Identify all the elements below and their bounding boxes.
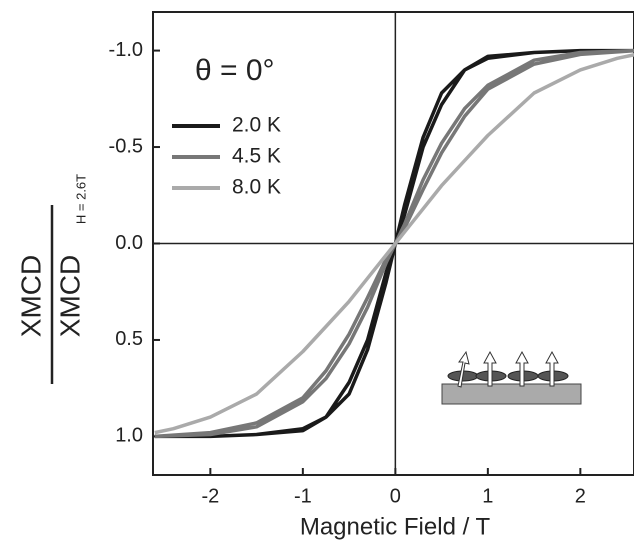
data-line xyxy=(154,48,634,439)
data-line xyxy=(154,52,634,435)
y-tick-label: 0.5 xyxy=(115,328,143,350)
y-tick-label: 0.0 xyxy=(115,232,143,254)
x-tick-label: -2 xyxy=(201,485,219,507)
y-label-numerator: XMCD xyxy=(15,255,46,337)
data-line xyxy=(154,48,634,439)
x-tick-label: 0 xyxy=(390,485,401,507)
y-tick-label: -1.0 xyxy=(109,39,143,61)
annotation: θ = 0° xyxy=(195,54,275,87)
legend-label: 2.0 K xyxy=(232,114,281,137)
x-tick-label: -1 xyxy=(294,485,312,507)
inset-icon xyxy=(441,350,582,405)
x-axis-title: Magnetic Field / T xyxy=(300,513,491,540)
y-label-subscript: H = 2.6T xyxy=(73,174,88,224)
legend-label: 4.5 K xyxy=(232,145,281,168)
y-tick-label: 1.0 xyxy=(115,425,143,447)
x-tick-label: 2 xyxy=(575,485,586,507)
legend-label: 8.0 K xyxy=(232,176,281,199)
x-tick-label: 1 xyxy=(482,485,493,507)
y-tick-label: -0.5 xyxy=(109,135,143,157)
y-label-denominator: XMCD xyxy=(54,255,85,337)
